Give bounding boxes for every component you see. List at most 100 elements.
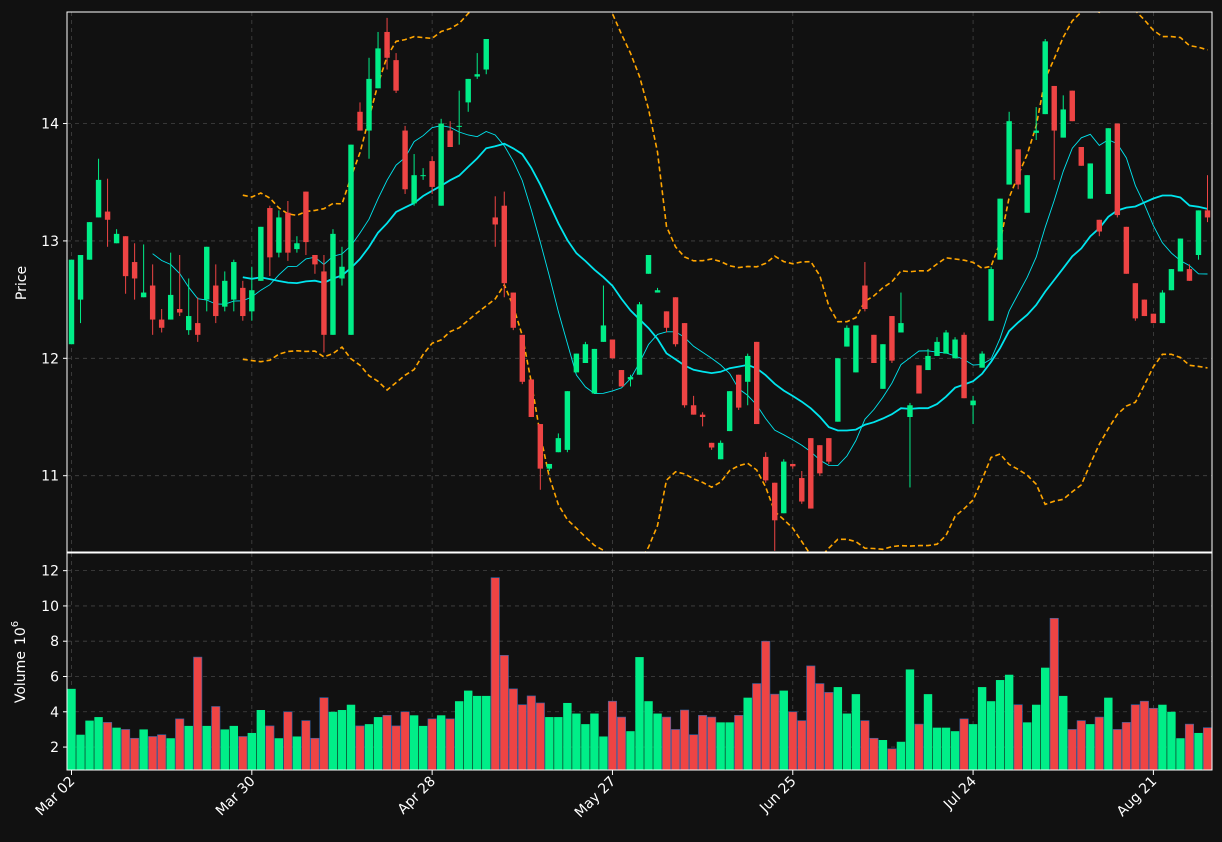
candle	[149, 264, 156, 335]
candle	[393, 53, 399, 93]
volume-label-text: Volume	[13, 651, 29, 703]
candle-body	[294, 243, 300, 250]
candle	[907, 402, 913, 488]
candle-body	[420, 175, 426, 177]
volume-bar	[851, 694, 861, 770]
candle-body	[131, 262, 138, 279]
candle	[564, 391, 571, 453]
candle-body	[862, 285, 868, 309]
volume-bar	[463, 690, 473, 770]
candle-body	[654, 290, 661, 293]
volume-bar	[445, 718, 455, 771]
volume-bar	[1130, 704, 1140, 771]
candle-body	[889, 316, 895, 361]
candle	[321, 255, 327, 353]
candle	[591, 348, 598, 394]
candle	[501, 191, 507, 298]
candle-body	[844, 327, 850, 347]
candle	[898, 292, 904, 333]
volume-bar	[545, 717, 554, 770]
volume-bar	[1094, 716, 1104, 771]
volume-bar	[968, 724, 978, 770]
candle-body	[961, 334, 967, 399]
candle	[717, 440, 724, 460]
sma-short-line	[152, 125, 1208, 467]
volume-bar	[896, 741, 906, 770]
candle	[447, 121, 453, 147]
candle-body	[636, 304, 643, 375]
candle-body	[519, 334, 525, 382]
moving-averages	[152, 125, 1208, 467]
candle-body	[267, 208, 273, 258]
candle	[438, 118, 444, 206]
candle	[402, 125, 408, 194]
candle-body	[456, 125, 462, 127]
candle-body	[357, 111, 363, 131]
volume-bar	[635, 657, 644, 770]
volume-bar	[67, 688, 76, 770]
volume-bar	[283, 711, 293, 771]
candle-body	[158, 319, 165, 328]
candles	[68, 17, 1211, 551]
volume-bars	[67, 577, 1213, 771]
volume-bar	[653, 713, 662, 770]
candle	[1150, 313, 1157, 324]
volume-bar	[473, 695, 482, 770]
candle-body	[943, 332, 949, 354]
candle	[1114, 123, 1121, 218]
candle	[483, 39, 489, 75]
volume-bar	[563, 702, 572, 770]
candle	[763, 452, 769, 483]
candle-body	[934, 341, 940, 356]
candle	[95, 158, 102, 218]
candle-body	[979, 353, 985, 368]
candle-body	[140, 292, 147, 298]
volume-bar	[328, 711, 338, 770]
candle	[790, 463, 796, 469]
price-axis-label: Price	[14, 266, 30, 300]
volume-bar	[905, 669, 915, 770]
candle-body	[375, 48, 381, 89]
candle	[1168, 269, 1175, 291]
volume-bar	[148, 736, 158, 771]
candle	[997, 198, 1003, 260]
candle	[519, 334, 525, 385]
volume-bar	[995, 680, 1005, 770]
candle	[934, 337, 940, 356]
candle	[726, 391, 733, 432]
candle-body	[744, 355, 751, 382]
candle-body	[726, 391, 733, 432]
candle-body	[600, 325, 607, 342]
candle-body	[690, 405, 697, 415]
candle	[681, 323, 688, 408]
volume-bar	[454, 701, 464, 770]
candle-body	[447, 130, 453, 147]
volume-bar	[130, 737, 140, 771]
candle	[1069, 90, 1075, 122]
candle	[609, 339, 616, 359]
volume-bar	[193, 656, 203, 771]
volume-bar	[941, 727, 951, 770]
candle	[708, 442, 715, 450]
volume-bar	[869, 737, 879, 771]
volume-bar	[301, 720, 311, 771]
candle-body	[1132, 283, 1139, 319]
candle	[799, 471, 805, 504]
candle	[411, 154, 417, 206]
volume-bar	[1104, 697, 1113, 770]
price-y-ticks: 11 12 13 14	[41, 117, 67, 485]
volume-tick-label: 4	[50, 705, 59, 721]
candle-body	[1141, 299, 1148, 317]
candle	[366, 57, 372, 159]
volume-bar	[364, 724, 374, 770]
volume-bar	[616, 716, 626, 771]
volume-bar	[626, 731, 635, 770]
candle	[375, 31, 381, 89]
volume-bar	[887, 748, 897, 771]
candle-body	[763, 456, 769, 481]
candle	[510, 292, 516, 331]
volume-bar	[526, 695, 536, 771]
candle	[636, 301, 643, 375]
volume-bar	[1086, 724, 1095, 770]
volume-bar	[391, 725, 401, 771]
